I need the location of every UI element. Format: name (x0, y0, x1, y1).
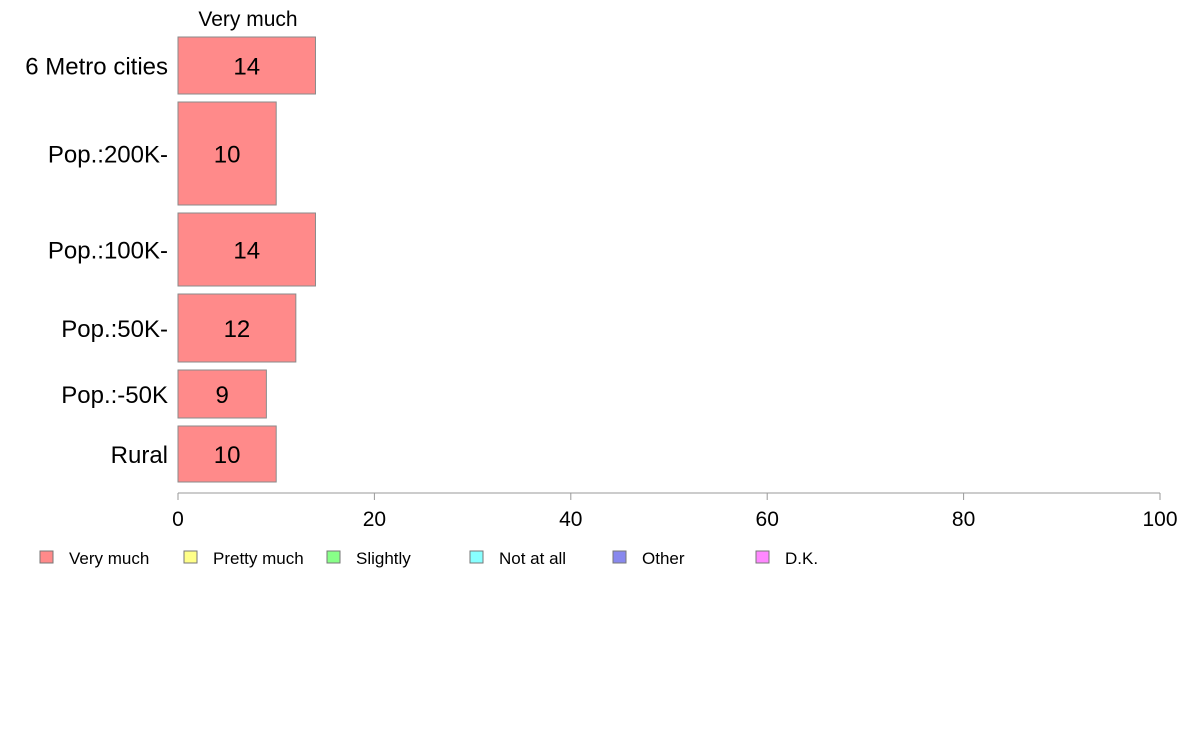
legend-item-4: Not at all (469, 549, 566, 568)
bar-2 (177, 101, 277, 206)
legend-label-2: Pretty much (213, 549, 304, 568)
legend-swatch-4 (469, 550, 484, 564)
category-label-2: Pop.:200K- (48, 142, 168, 169)
category-labels: 6 Metro cities Pop.:200K- Pop.:100K- Pop.:5… (25, 54, 168, 470)
column-title: Very much (198, 8, 297, 31)
category-label-5: Pop.:-50K (61, 382, 168, 409)
legend-swatch-5 (612, 550, 627, 564)
value-label-5: 9 (216, 382, 229, 409)
legend-label-4: Not at all (499, 549, 566, 568)
legend-label-5: Other (642, 549, 685, 568)
category-label-4: Pop.:50K- (61, 316, 168, 343)
bar-4 (177, 293, 297, 363)
x-tick-label-0: 0 (172, 508, 184, 531)
value-label-1: 14 (233, 54, 260, 81)
value-label-2: 10 (214, 142, 241, 169)
legend-label-6: D.K. (785, 549, 818, 568)
legend: Very much Pretty much Slightly Not at all Ot… (39, 549, 818, 568)
legend-item-5: Other (612, 549, 685, 568)
legend-swatch-3 (326, 550, 341, 564)
bar-3 (177, 212, 316, 287)
bar-1 (177, 36, 316, 95)
legend-item-3: Slightly (326, 549, 411, 568)
x-tick-label-40: 40 (559, 508, 582, 531)
value-label-4: 12 (224, 316, 251, 343)
legend-swatch-1 (39, 550, 54, 564)
x-tick-label-80: 80 (952, 508, 975, 531)
category-label-3: Pop.:100K- (48, 238, 168, 265)
x-tick-label-60: 60 (756, 508, 779, 531)
x-tick-label-20: 20 (363, 508, 386, 531)
value-label-3: 14 (233, 238, 260, 265)
bars-group: 14 10 14 12 9 10 (177, 36, 316, 483)
bar-5 (177, 369, 267, 419)
legend-swatch-6 (755, 550, 770, 564)
legend-swatch-2 (183, 550, 198, 564)
x-axis: 0 20 40 60 80 100 (172, 492, 1178, 531)
x-tick-label-100: 100 (1142, 508, 1177, 531)
legend-label-3: Slightly (356, 549, 411, 568)
legend-item-6: D.K. (755, 549, 818, 568)
bar-6 (177, 425, 277, 483)
category-label-6: Rural (111, 442, 168, 469)
legend-item-1: Very much (39, 549, 149, 568)
category-label-1: 6 Metro cities (25, 54, 168, 81)
legend-label-1: Very much (69, 549, 149, 568)
legend-item-2: Pretty much (183, 549, 304, 568)
value-label-6: 10 (214, 442, 241, 469)
